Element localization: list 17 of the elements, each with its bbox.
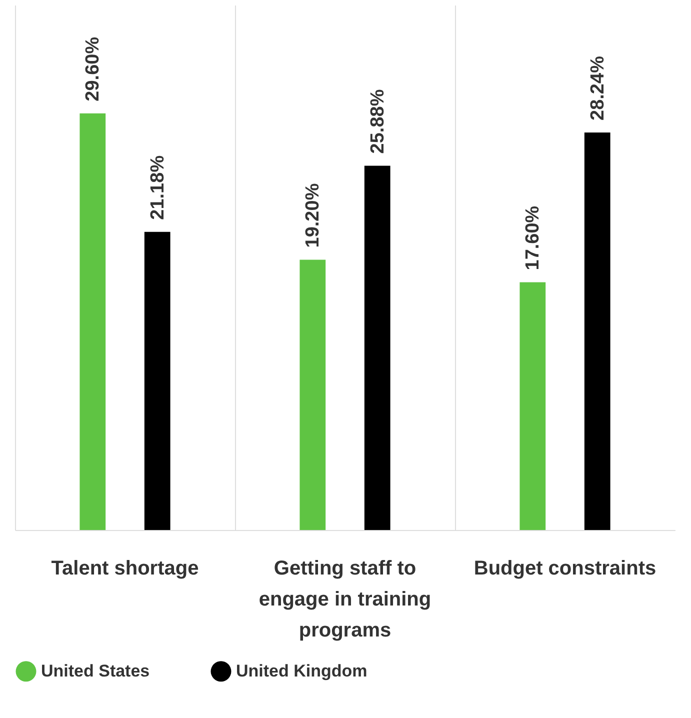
data-label: 29.60% xyxy=(82,36,104,102)
legend-label: United States xyxy=(41,661,150,680)
data-label: 19.20% xyxy=(302,183,324,248)
data-label: 25.88% xyxy=(367,89,388,154)
bar xyxy=(300,260,326,530)
x-tick-label: Budget constraints xyxy=(474,558,656,580)
data-label: 17.60% xyxy=(522,206,544,270)
legend-label: United Kingdom xyxy=(236,661,368,680)
data-label: 28.24% xyxy=(587,56,608,120)
x-tick-label: Talent shortage xyxy=(51,558,199,580)
bar xyxy=(80,113,106,530)
bar xyxy=(144,232,170,530)
data-label: 21.18% xyxy=(147,155,168,220)
x-tick-label: Getting staff to engage in training programs xyxy=(258,558,432,642)
bar xyxy=(584,132,610,530)
bar xyxy=(520,282,546,530)
bar xyxy=(364,166,390,530)
